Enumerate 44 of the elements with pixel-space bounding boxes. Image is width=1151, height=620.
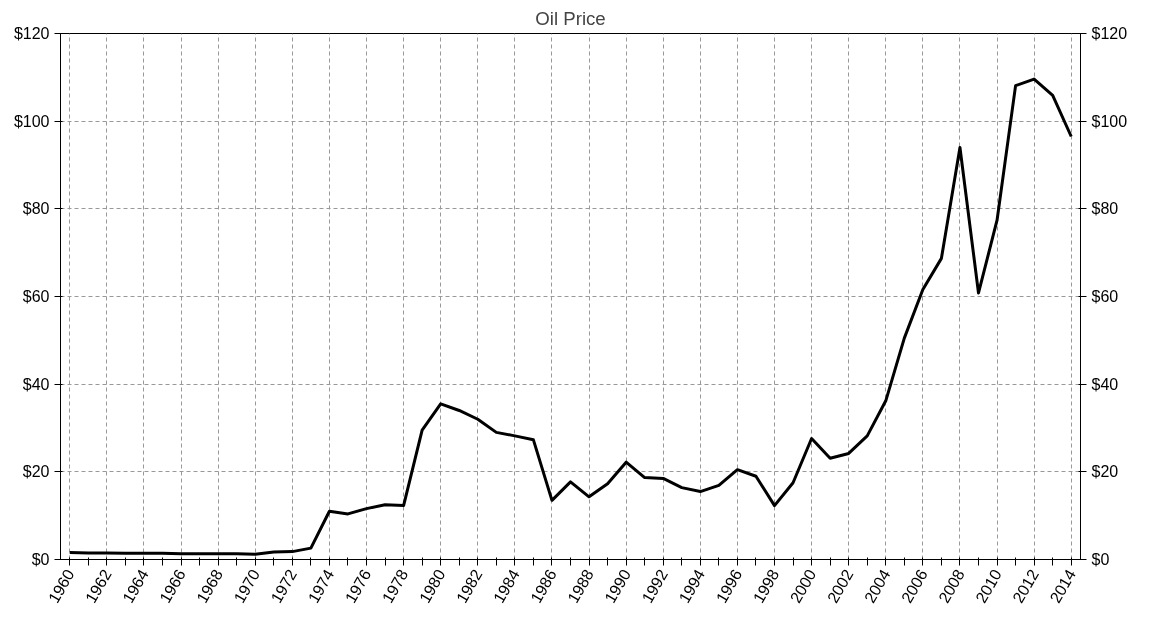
y-tick-label: $20 [22, 463, 50, 481]
y-tick-label: $60 [22, 288, 50, 305]
x-tick-label: 2008 [935, 566, 968, 606]
x-tick-label: 2004 [861, 566, 894, 606]
x-tick-label: 2012 [1009, 566, 1042, 606]
y2-tick-label: $100 [1091, 112, 1128, 130]
x-tick-label: 1992 [638, 566, 672, 606]
x-tick-label: 1974 [304, 566, 338, 606]
x-tick-label: 1986 [527, 566, 560, 606]
y2-tick-label: $20 [1091, 463, 1119, 481]
y-tick-label: $0 [31, 551, 50, 568]
x-tick-label: 1998 [749, 566, 783, 606]
x-tick-label: 1980 [416, 566, 449, 606]
x-tick-label: 1960 [45, 566, 78, 606]
x-tick-label: 2006 [898, 566, 931, 606]
line-series [68, 77, 1073, 556]
y2-tick-label: $120 [1091, 25, 1128, 42]
x-tick-label: 1988 [564, 566, 597, 606]
y-tick-label: $100 [13, 112, 50, 130]
y2-tick-label: $0 [1091, 551, 1110, 568]
y2-tick-label: $80 [1091, 200, 1119, 218]
x-tick-label: 2010 [972, 566, 1005, 606]
x-tick-label: 1976 [341, 566, 375, 606]
x-tick-label: 1970 [230, 566, 264, 606]
x-tick-label: 1994 [675, 566, 709, 606]
x-tick-label: 1990 [601, 566, 634, 606]
y2-tick-label: $40 [1091, 375, 1119, 393]
y-tick-label: $80 [22, 200, 50, 218]
chart-title: Oil Price [535, 7, 606, 29]
x-tick-label: 1964 [119, 566, 152, 606]
x-tick-label: 1966 [156, 566, 189, 606]
x-tick-label: 2002 [824, 566, 857, 606]
x-tick-label: 1984 [490, 566, 523, 606]
x-tick-label: 2000 [786, 566, 820, 606]
x-tick-label: 1982 [453, 566, 486, 606]
y-tick-label: $40 [22, 375, 50, 393]
x-tick-label: 1978 [378, 566, 412, 606]
y2-tick-label: $60 [1091, 288, 1119, 305]
x-tick-label: 1972 [267, 566, 301, 606]
x-tick-label: 1968 [193, 566, 226, 606]
x-tick-label: 1996 [712, 566, 746, 606]
x-tick-label: 2014 [1046, 566, 1080, 606]
y-tick-label: $120 [13, 25, 50, 42]
x-tick-label: 1962 [82, 566, 115, 606]
